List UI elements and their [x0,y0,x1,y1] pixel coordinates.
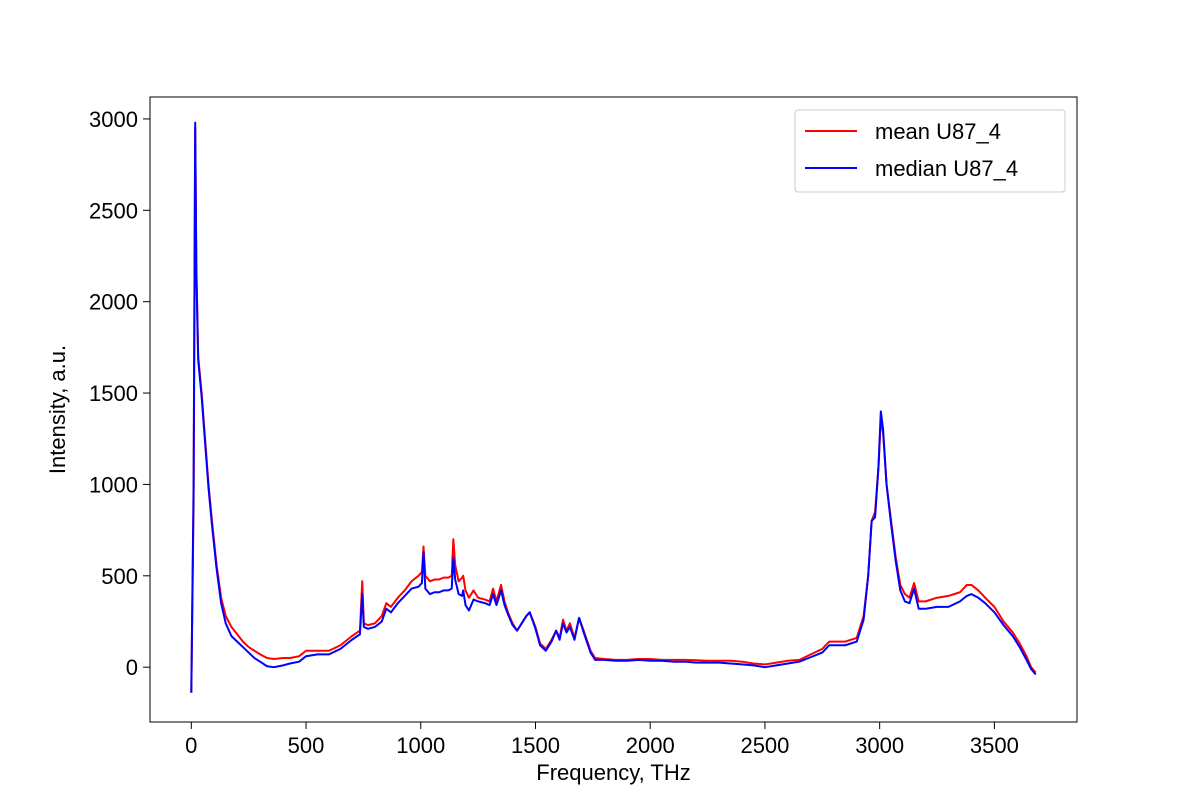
x-tick-label: 0 [185,733,197,758]
legend: mean U87_4 median U87_4 [794,109,1066,193]
y-tick-label: 0 [126,655,138,680]
x-tick-label: 2500 [740,733,789,758]
legend-label-median: median U87_4 [875,156,1018,181]
x-axis-ticks: 0 500 1000 1500 2000 2500 3000 3500 [185,722,1019,758]
legend-box [794,109,1066,193]
plot-frame [149,96,1078,723]
plot-area [150,97,1077,722]
x-tick-label: 1500 [511,733,560,758]
y-tick-label: 2500 [89,198,138,223]
y-tick-label: 2000 [89,290,138,315]
x-tick-label: 500 [288,733,325,758]
x-tick-label: 1000 [396,733,445,758]
y-tick-label: 1500 [89,381,138,406]
x-tick-label: 3500 [970,733,1019,758]
y-tick-label: 500 [101,564,138,589]
x-tick-label: 3000 [855,733,904,758]
y-tick-label: 1000 [89,472,138,497]
series-layer [190,121,1037,693]
y-axis-ticks: 0 500 1000 1500 2000 2500 3000 [89,107,150,680]
x-axis-label: Frequency, THz [536,760,690,785]
x-tick-label: 2000 [626,733,675,758]
legend-label-mean: mean U87_4 [875,119,1001,144]
y-tick-label: 3000 [89,107,138,132]
y-axis-label: Intensity, a.u. [45,345,70,474]
series-line-median [190,121,1037,693]
